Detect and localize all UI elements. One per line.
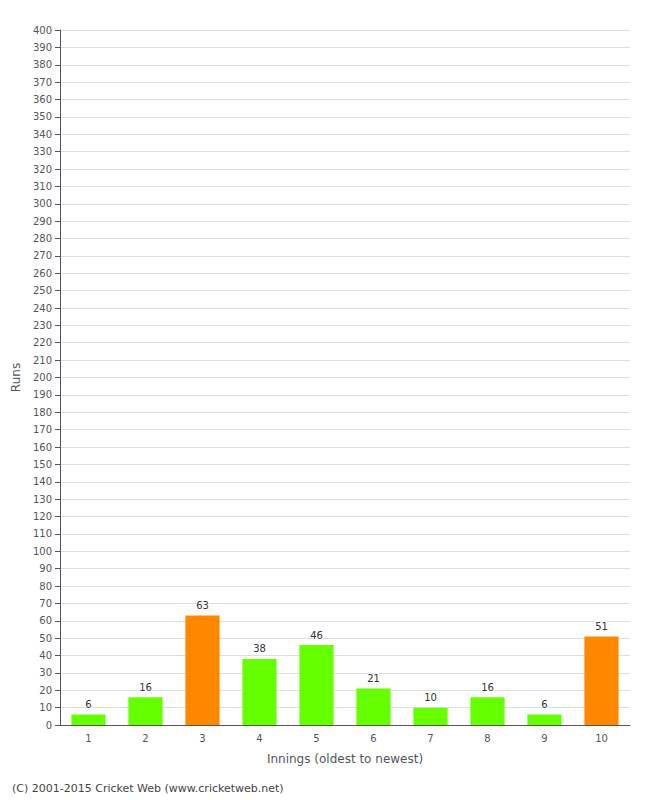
svg-text:130: 130	[33, 494, 52, 505]
svg-text:350: 350	[33, 111, 52, 122]
svg-text:250: 250	[33, 285, 52, 296]
svg-text:(C) 2001-2015 Cricket Web (www: (C) 2001-2015 Cricket Web (www.cricketwe…	[12, 782, 284, 795]
svg-text:280: 280	[33, 233, 52, 244]
svg-text:380: 380	[33, 59, 52, 70]
svg-text:7: 7	[427, 733, 433, 744]
svg-text:21: 21	[367, 673, 380, 684]
svg-text:51: 51	[595, 621, 608, 632]
svg-text:310: 310	[33, 181, 52, 192]
svg-text:3: 3	[199, 733, 205, 744]
svg-text:50: 50	[39, 633, 52, 644]
svg-text:330: 330	[33, 146, 52, 157]
svg-text:180: 180	[33, 407, 52, 418]
svg-text:5: 5	[313, 733, 319, 744]
svg-text:190: 190	[33, 389, 52, 400]
svg-text:Innings (oldest to newest): Innings (oldest to newest)	[267, 752, 423, 766]
svg-text:70: 70	[39, 598, 52, 609]
svg-text:6: 6	[370, 733, 376, 744]
svg-text:100: 100	[33, 546, 52, 557]
svg-text:16: 16	[481, 682, 494, 693]
svg-text:10: 10	[39, 702, 52, 713]
svg-text:110: 110	[33, 528, 52, 539]
svg-text:270: 270	[33, 250, 52, 261]
svg-text:46: 46	[310, 630, 323, 641]
svg-text:Runs: Runs	[9, 363, 23, 392]
svg-text:210: 210	[33, 355, 52, 366]
svg-text:390: 390	[33, 42, 52, 53]
svg-text:370: 370	[33, 77, 52, 88]
svg-text:150: 150	[33, 459, 52, 470]
svg-text:2: 2	[142, 733, 148, 744]
svg-text:80: 80	[39, 581, 52, 592]
svg-text:40: 40	[39, 650, 52, 661]
svg-text:16: 16	[139, 682, 152, 693]
svg-text:400: 400	[33, 25, 52, 36]
svg-text:220: 220	[33, 337, 52, 348]
svg-text:290: 290	[33, 216, 52, 227]
svg-text:230: 230	[33, 320, 52, 331]
svg-text:63: 63	[196, 600, 209, 611]
svg-text:240: 240	[33, 303, 52, 314]
svg-text:340: 340	[33, 129, 52, 140]
svg-text:10: 10	[595, 733, 608, 744]
svg-text:170: 170	[33, 424, 52, 435]
svg-text:1: 1	[85, 733, 91, 744]
svg-text:90: 90	[39, 563, 52, 574]
svg-text:200: 200	[33, 372, 52, 383]
svg-text:360: 360	[33, 94, 52, 105]
svg-text:260: 260	[33, 268, 52, 279]
svg-text:20: 20	[39, 685, 52, 696]
svg-text:38: 38	[253, 643, 266, 654]
svg-text:10: 10	[424, 692, 437, 703]
svg-text:4: 4	[256, 733, 262, 744]
svg-text:320: 320	[33, 164, 52, 175]
svg-text:120: 120	[33, 511, 52, 522]
svg-text:300: 300	[33, 198, 52, 209]
svg-text:6: 6	[85, 699, 91, 710]
svg-text:160: 160	[33, 442, 52, 453]
svg-text:60: 60	[39, 615, 52, 626]
svg-text:9: 9	[541, 733, 547, 744]
svg-text:30: 30	[39, 667, 52, 678]
svg-text:0: 0	[46, 720, 52, 731]
svg-text:6: 6	[541, 699, 547, 710]
svg-text:140: 140	[33, 476, 52, 487]
svg-text:8: 8	[484, 733, 490, 744]
